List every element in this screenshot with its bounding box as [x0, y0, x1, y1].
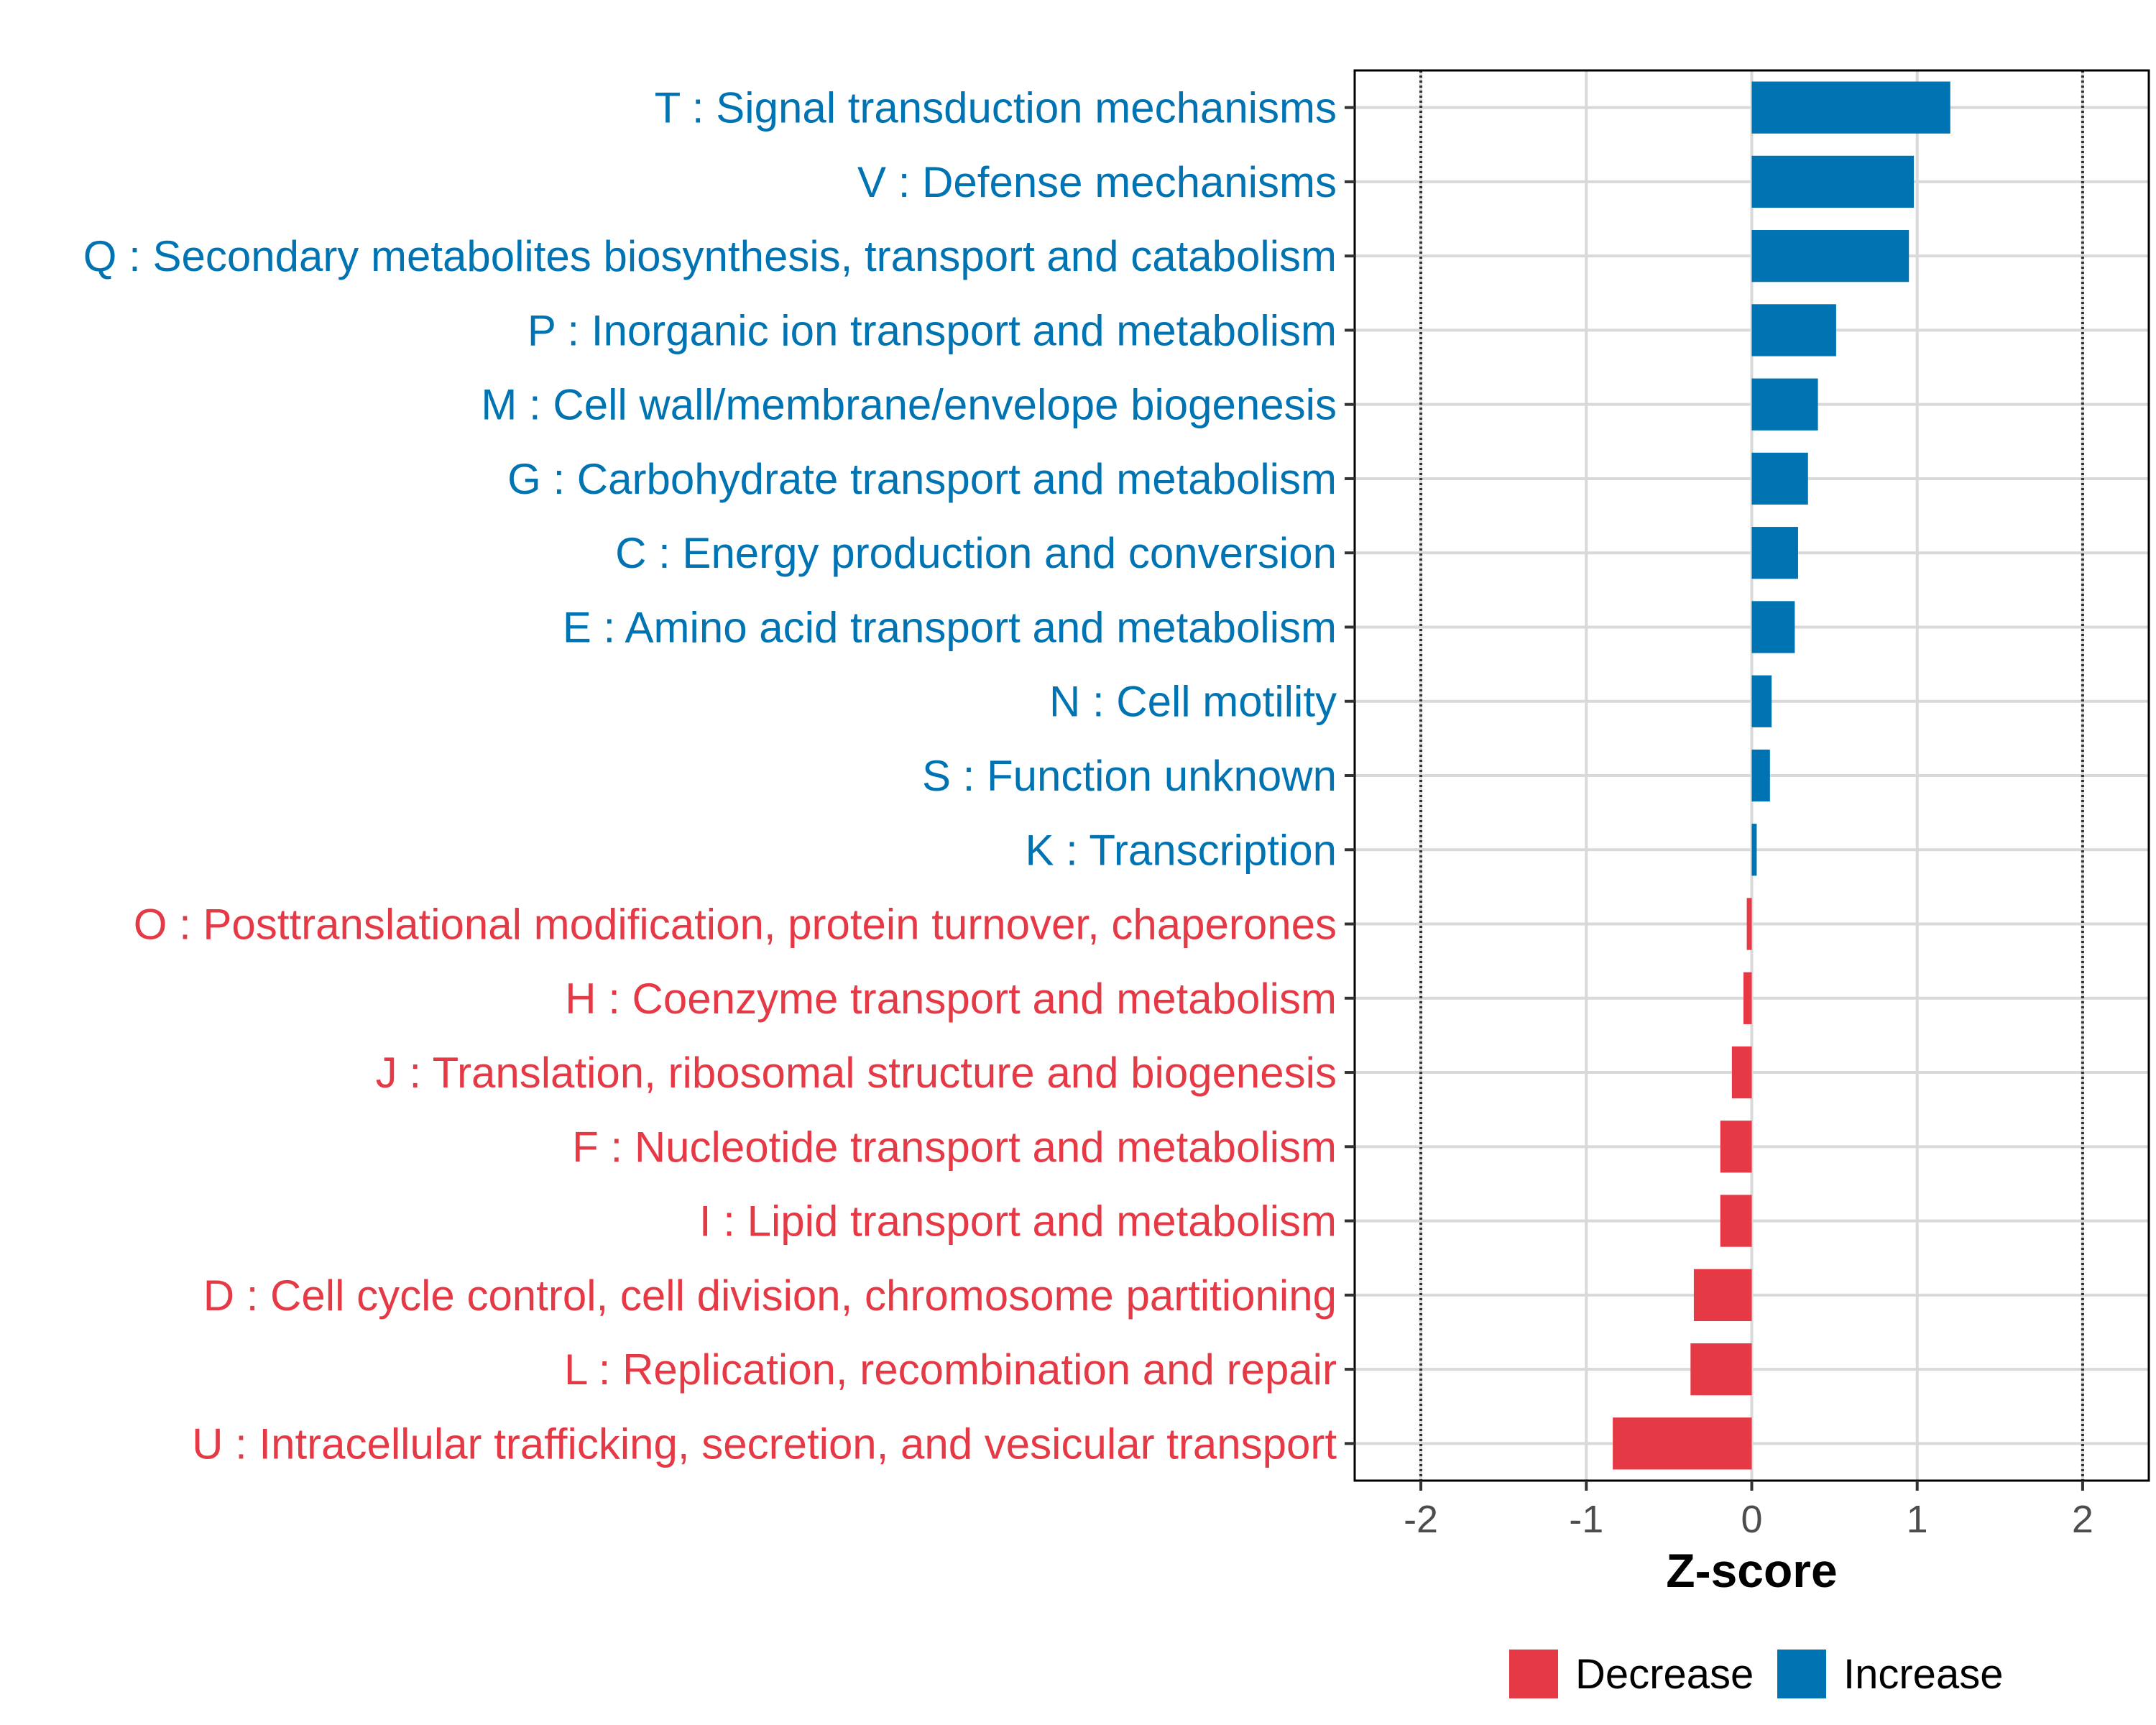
bars-layer — [1613, 81, 1950, 1470]
x-tick-label: 1 — [1907, 1498, 1928, 1541]
category-label: S : Function unknown — [922, 752, 1337, 800]
bar-g — [1751, 452, 1808, 505]
category-label: L : Replication, recombination and repai… — [564, 1346, 1337, 1394]
category-labels: T : Signal transduction mechanisms V : De… — [83, 84, 1337, 1468]
category-label: C : Energy production and conversion — [615, 529, 1337, 577]
bar-l — [1690, 1343, 1752, 1396]
bar-e — [1751, 601, 1795, 653]
legend-label-decrease: Decrease — [1575, 1651, 1754, 1698]
legend-swatch-decrease — [1509, 1650, 1558, 1698]
category-label: U : Intracellular trafficking, secretion… — [192, 1420, 1337, 1468]
bar-o — [1746, 898, 1752, 950]
x-tick-label: 0 — [1741, 1498, 1762, 1541]
bar-v — [1751, 155, 1915, 208]
reference-lines — [1419, 70, 2084, 1481]
category-label: N : Cell motility — [1049, 678, 1337, 726]
category-label: O : Posttranslational modification, prot… — [134, 901, 1337, 949]
category-label: Q : Secondary metabolites biosynthesis, … — [83, 232, 1337, 280]
x-tick-label: 2 — [2072, 1498, 2093, 1541]
category-label: D : Cell cycle control, cell division, c… — [203, 1271, 1337, 1320]
legend: Decrease Increase — [1509, 1650, 2003, 1698]
category-label: J : Translation, ribosomal structure and… — [376, 1049, 1337, 1097]
bar-c — [1751, 527, 1798, 579]
bar-t — [1751, 81, 1950, 134]
bar-i — [1720, 1195, 1752, 1247]
category-label: G : Carbohydrate transport and metabolis… — [507, 455, 1337, 503]
bar-f — [1720, 1121, 1752, 1173]
category-label: K : Transcription — [1025, 826, 1337, 874]
bar-m — [1751, 378, 1818, 431]
bar-s — [1751, 749, 1770, 802]
category-label: H : Coenzyme transport and metabolism — [565, 975, 1337, 1023]
legend-swatch-increase — [1777, 1650, 1826, 1698]
category-label: I : Lipid transport and metabolism — [699, 1197, 1337, 1246]
category-label: V : Defense mechanisms — [857, 158, 1337, 206]
bar-d — [1693, 1269, 1752, 1321]
bar-q — [1751, 230, 1909, 282]
category-label: M : Cell wall/membrane/envelope biogenes… — [481, 381, 1337, 429]
bar-h — [1743, 972, 1752, 1024]
category-label: F : Nucleotide transport and metabolism — [572, 1123, 1337, 1171]
x-tick-label: -2 — [1404, 1498, 1438, 1541]
category-label: E : Amino acid transport and metabolism — [563, 603, 1337, 651]
axis-ticks — [1345, 106, 2084, 1491]
category-label: T : Signal transduction mechanisms — [655, 84, 1337, 132]
category-label: P : Inorganic ion transport and metaboli… — [528, 306, 1337, 354]
bar-k — [1751, 824, 1757, 876]
x-tick-label: -1 — [1569, 1498, 1603, 1541]
x-tick-labels: -2 -1 0 1 2 — [1404, 1498, 2093, 1541]
bar-p — [1751, 304, 1836, 356]
bar-n — [1751, 675, 1772, 727]
bar-u — [1613, 1417, 1752, 1470]
bar-j — [1731, 1046, 1752, 1099]
legend-label-increase: Increase — [1843, 1651, 2003, 1698]
x-axis-title: Z-score — [1666, 1544, 1837, 1597]
